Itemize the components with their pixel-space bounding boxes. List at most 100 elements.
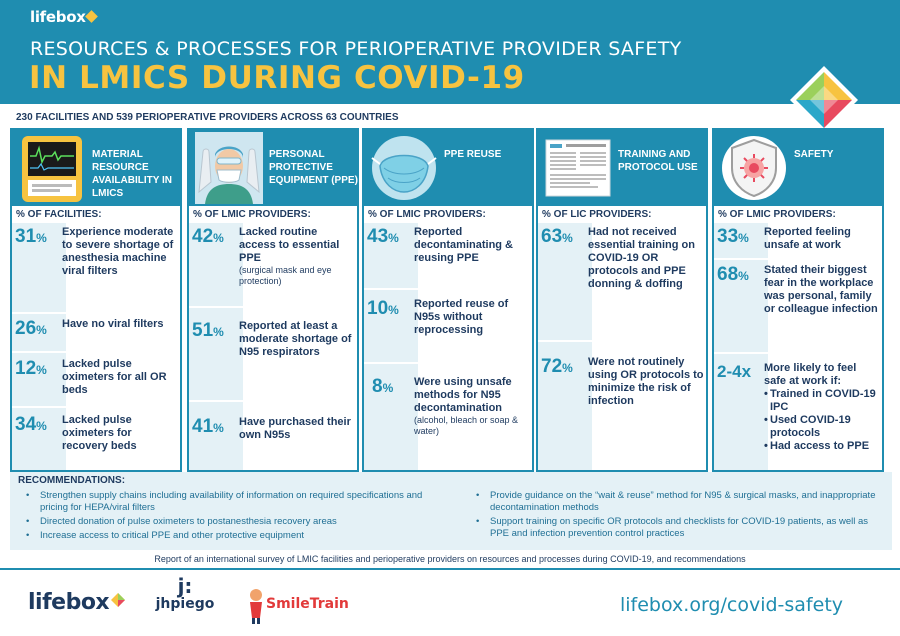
percent-strip — [189, 223, 243, 470]
row-divider — [12, 406, 180, 408]
percent-strip — [12, 223, 66, 470]
lifebox-header-logo[interactable]: lifebox — [30, 8, 98, 26]
stat-percent: 34% — [15, 414, 47, 435]
column-title: PPE REUSE — [444, 149, 502, 160]
recommendation-item: Strengthen supply chains including avail… — [26, 490, 450, 514]
recommendations-panel: RECOMMENDATIONS: Strengthen supply chain… — [10, 472, 892, 550]
row-divider — [189, 400, 357, 402]
column-safety: SAFETY % OF LMIC PROVIDERS: 33% Reported… — [712, 128, 884, 472]
stat-percent: 72% — [541, 356, 573, 377]
title-line-2: IN LMICS DURING COVID-19 — [29, 60, 525, 96]
metric-label: % OF LIC PROVIDERS: — [542, 209, 652, 220]
stat-text: Have purchased their own N95s — [239, 416, 351, 441]
stat-note: (alcohol, bleach or soap & water) — [414, 415, 519, 436]
percent-strip — [364, 223, 418, 470]
stat-text: Reported reuse of N95s without reprocess… — [414, 298, 509, 336]
column-ppe-reuse: PPE REUSE % OF LMIC PROVIDERS: 43% Repor… — [362, 128, 534, 472]
report-note: Report of an international survey of LMI… — [154, 554, 746, 564]
column-header: PPE REUSE — [364, 130, 532, 206]
column-header: PERSONAL PROTECTIVE EQUIPMENT (PPE) — [189, 130, 358, 206]
stat-percent: 8% — [372, 376, 394, 397]
metric-label: % OF FACILITIES: — [16, 209, 102, 220]
stat-percent: 10% — [367, 298, 399, 319]
smiletrain-logo[interactable]: SmileTrain — [248, 586, 358, 626]
provider-in-ppe-icon — [195, 132, 263, 204]
survey-scope-subheading: 230 FACILITIES AND 539 PERIOPERATIVE PRO… — [16, 112, 399, 123]
stat-text: Stated their biggest fear in the workpla… — [764, 264, 878, 315]
stat-text: Reported at least a moderate shortage of… — [239, 320, 352, 358]
stat-text: Reported decontaminating & reusing PPE — [414, 226, 514, 264]
stat-percent: 41% — [192, 416, 224, 437]
lifebox-diamond-icon — [790, 66, 858, 134]
list-item: Used COVID-19 protocols — [764, 414, 880, 440]
stat-text: Have no viral filters — [62, 318, 164, 330]
stat-percent: 26% — [15, 318, 47, 339]
stat-percent: 51% — [192, 320, 224, 341]
row-divider — [714, 258, 882, 260]
header-banner: lifebox RESOURCES & PROCESSES FOR PERIOP… — [0, 0, 900, 104]
recommendation-item: Increase access to critical PPE and othe… — [26, 530, 450, 542]
stat-text: Had not received essential training on C… — [588, 226, 695, 290]
stat-percent: 33% — [717, 226, 749, 247]
stat-text: Were using unsafe methods for N95 decont… — [414, 376, 530, 437]
metric-label: % OF LMIC PROVIDERS: — [718, 209, 836, 220]
lifebox-logo-mark-icon — [84, 10, 98, 23]
column-training-protocol: TRAINING AND PROTOCOL USE % OF LIC PROVI… — [536, 128, 708, 472]
column-header: TRAINING AND PROTOCOL USE — [538, 130, 706, 206]
stat-text: Lacked pulse oximeters for all OR beds — [62, 358, 167, 396]
footer-divider — [0, 568, 900, 570]
smiletrain-logo-text: SmileTrain — [266, 596, 349, 612]
jhpiego-logo-mark: j: — [177, 574, 193, 598]
list-item: Had access to PPE — [764, 440, 880, 453]
stat-text: Reported feeling unsafe at work — [764, 226, 851, 251]
stat-text: Experience moderate to severe shortage o… — [62, 226, 174, 277]
conditions-list: Trained in COVID-19 IPC Used COVID-19 pr… — [764, 388, 880, 453]
row-divider — [189, 306, 357, 308]
row-divider — [364, 288, 532, 290]
protocol-document-icon — [545, 139, 611, 197]
stat-percent: 31% — [15, 226, 47, 247]
list-item: Trained in COVID-19 IPC — [764, 388, 880, 414]
column-header: SAFETY — [714, 130, 882, 206]
column-ppe: PERSONAL PROTECTIVE EQUIPMENT (PPE) % OF… — [187, 128, 359, 472]
website-url-link[interactable]: lifebox.org/covid-safety — [620, 594, 844, 616]
column-title: SAFETY — [794, 149, 834, 160]
row-divider — [12, 312, 180, 314]
row-divider — [538, 340, 706, 342]
stat-percent: 42% — [192, 226, 224, 247]
jhpiego-logo-text: jhpiego — [155, 596, 215, 612]
row-divider — [364, 362, 532, 364]
jhpiego-logo[interactable]: j: jhpiego — [150, 576, 220, 612]
stat-text: Were not routinely using OR protocols to… — [588, 356, 704, 407]
stat-percent: 68% — [717, 264, 749, 285]
percent-strip — [714, 223, 768, 470]
n95-mask-icon — [371, 136, 437, 200]
column-material-resources: MATERIAL RESOURCE AVAILABILITY IN LMICS … — [10, 128, 182, 472]
lifebox-logo-mark-icon — [111, 593, 126, 607]
stat-percent: 12% — [15, 358, 47, 379]
stat-note: (surgical mask and eye protection) — [239, 265, 332, 286]
lifebox-logo[interactable]: lifebox — [28, 590, 126, 615]
title-line-1: RESOURCES & PROCESSES FOR PERIOPERATIVE … — [30, 38, 682, 60]
recommendation-item: Support training on specific OR protocol… — [476, 516, 886, 540]
recommendation-item: Directed donation of pulse oximeters to … — [26, 516, 450, 528]
recommendation-item: Provide guidance on the “wait & reuse” m… — [476, 490, 886, 514]
row-divider — [12, 351, 180, 353]
stat-percent: 63% — [541, 226, 573, 247]
stat-text: More likely to feel safe at work if: Tra… — [764, 362, 880, 453]
column-header: MATERIAL RESOURCE AVAILABILITY IN LMICS — [12, 130, 180, 206]
smiletrain-child-icon — [250, 589, 262, 624]
percent-strip — [538, 223, 592, 470]
column-title: MATERIAL RESOURCE AVAILABILITY IN LMICS — [92, 149, 172, 199]
metric-label: % OF LMIC PROVIDERS: — [193, 209, 311, 220]
virus-shield-icon — [722, 136, 786, 200]
stat-text: Lacked pulse oximeters for recovery beds — [62, 414, 137, 452]
column-title: TRAINING AND PROTOCOL USE — [618, 149, 698, 173]
recommendations-title: RECOMMENDATIONS: — [18, 475, 126, 486]
stat-text: Lacked routine access to essential PPE (s… — [239, 226, 355, 287]
stat-percent: 43% — [367, 226, 399, 247]
stat-percent: 2-4x — [717, 362, 752, 381]
anesthesia-machine-monitor-icon — [22, 136, 82, 202]
column-title: PERSONAL PROTECTIVE EQUIPMENT (PPE) — [269, 149, 358, 186]
row-divider — [714, 352, 882, 354]
